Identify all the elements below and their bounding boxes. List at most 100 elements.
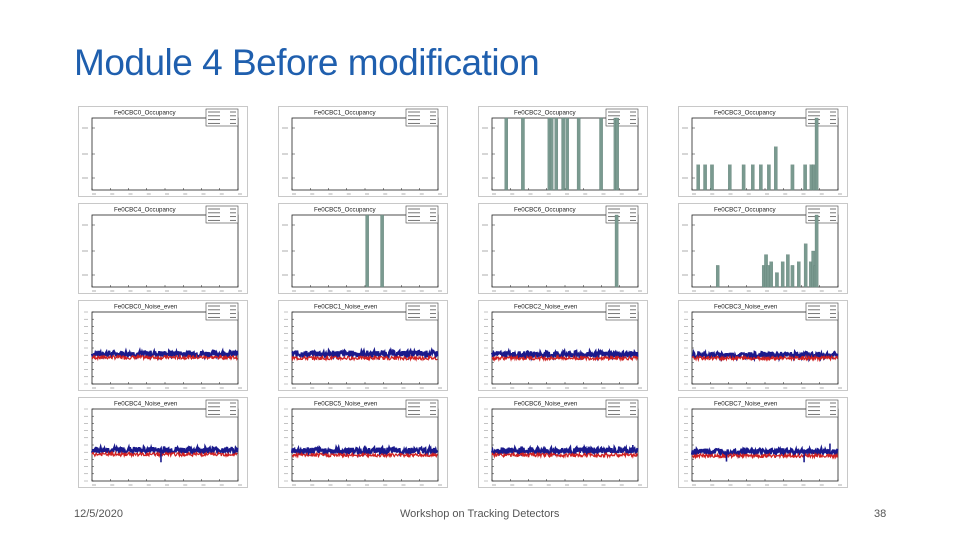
stats-box — [405, 205, 439, 224]
occupancy-bar — [780, 261, 785, 288]
occupancy-bar — [814, 117, 819, 191]
occupancy-bar — [715, 265, 720, 288]
footer-center: Workshop on Tracking Detectors — [400, 508, 560, 520]
occupancy-bar — [576, 117, 581, 191]
histogram-title: Fe0CBC1_Noise_even — [314, 304, 378, 311]
histogram-panel: Fe0CBC7_Noise_even — [678, 397, 848, 488]
stats-box — [205, 205, 239, 224]
histogram-plot: Fe0CBC1_Occupancy — [278, 106, 448, 197]
occupancy-bar — [803, 164, 807, 191]
histogram-title: Fe0CBC7_Noise_even — [714, 401, 778, 408]
histogram-panel: Fe0CBC3_Occupancy — [678, 106, 848, 197]
occupancy-bar — [814, 214, 819, 288]
stats-box — [205, 302, 239, 321]
stats-box — [805, 302, 839, 321]
noise-odd-series — [490, 443, 639, 457]
occupancy-bar — [741, 164, 746, 191]
stats-box — [805, 108, 839, 127]
occupancy-bar — [380, 214, 384, 288]
occupancy-bar — [696, 164, 700, 191]
histogram-plot: Fe0CBC6_Noise_even — [478, 397, 648, 488]
histogram-title: Fe0CBC1_Occupancy — [314, 110, 376, 117]
noise-odd-series — [90, 442, 239, 457]
histogram-panel: Fe0CBC3_Noise_even — [678, 300, 848, 391]
stats-box — [405, 302, 439, 321]
histogram-panel: Fe0CBC6_Occupancy — [478, 203, 648, 294]
stats-box — [805, 205, 839, 224]
noise-odd-series — [291, 346, 439, 361]
stats-box — [405, 108, 439, 127]
occupancy-bar — [811, 164, 816, 191]
noise-odd-series — [90, 347, 239, 361]
occupancy-bar — [790, 265, 795, 288]
noise-even-series — [91, 450, 238, 459]
noise-even-series — [491, 451, 638, 459]
histogram-title: Fe0CBC3_Occupancy — [714, 110, 776, 117]
occupancy-bar — [728, 164, 732, 191]
page-number: 38 — [874, 508, 887, 520]
histogram-plot: Fe0CBC7_Occupancy — [678, 203, 848, 294]
histogram-title: Fe0CBC3_Noise_even — [714, 304, 778, 311]
histogram-panel: Fe0CBC4_Occupancy — [78, 203, 248, 294]
histogram-panel: Fe0CBC1_Occupancy — [278, 106, 448, 197]
histogram-title: Fe0CBC2_Occupancy — [514, 110, 576, 117]
histogram-panel: Fe0CBC5_Occupancy — [278, 203, 448, 294]
histogram-plot: Fe0CBC5_Occupancy — [278, 203, 448, 294]
histogram-plot: Fe0CBC4_Occupancy — [78, 203, 248, 294]
noise-even-series — [691, 354, 839, 363]
histogram-plot: Fe0CBC3_Noise_even — [678, 300, 848, 391]
occupancy-bar — [769, 261, 773, 288]
histogram-title: Fe0CBC0_Noise_even — [114, 304, 178, 311]
stats-box — [205, 108, 239, 127]
histogram-panel: Fe0CBC0_Noise_even — [78, 300, 248, 391]
histogram-panel: Fe0CBC0_Occupancy — [78, 106, 248, 197]
occupancy-bar — [504, 117, 508, 191]
occupancy-bar — [797, 261, 801, 288]
histogram-panel: Fe0CBC7_Occupancy — [678, 203, 848, 294]
occupancy-bar — [710, 164, 714, 191]
histogram-plot: Fe0CBC5_Noise_even — [278, 397, 448, 488]
noise-even-series — [91, 353, 238, 362]
stats-box — [205, 399, 239, 418]
noise-odd-series — [690, 444, 839, 459]
occupancy-bar — [554, 117, 559, 191]
occupancy-bar — [759, 164, 763, 191]
occupancy-bar — [790, 164, 795, 191]
occupancy-bar — [767, 164, 771, 191]
histogram-title: Fe0CBC5_Noise_even — [314, 401, 378, 408]
histogram-panel: Fe0CBC2_Occupancy — [478, 106, 648, 197]
histogram-panel: Fe0CBC2_Noise_even — [478, 300, 648, 391]
histogram-plot: Fe0CBC7_Noise_even — [678, 397, 848, 488]
histogram-plot: Fe0CBC0_Noise_even — [78, 300, 248, 391]
stats-box — [605, 205, 639, 224]
occupancy-bar — [774, 146, 778, 191]
histogram-plot: Fe0CBC3_Occupancy — [678, 106, 848, 197]
noise-even-series — [491, 353, 639, 362]
histogram-title: Fe0CBC7_Occupancy — [714, 207, 776, 214]
noise-odd-series — [290, 443, 439, 458]
histogram-panel: Fe0CBC4_Noise_even — [78, 397, 248, 488]
histogram-panel: Fe0CBC5_Noise_even — [278, 397, 448, 488]
histogram-plot: Fe0CBC4_Noise_even — [78, 397, 248, 488]
occupancy-bar — [561, 117, 565, 191]
stats-box — [805, 399, 839, 418]
histogram-title: Fe0CBC4_Occupancy — [114, 207, 176, 214]
histogram-title: Fe0CBC6_Noise_even — [514, 401, 578, 408]
slide-title: Module 4 Before modification — [74, 42, 540, 83]
histogram-title: Fe0CBC0_Occupancy — [114, 110, 176, 117]
histogram-plot: Fe0CBC2_Occupancy — [478, 106, 648, 197]
stats-box — [405, 399, 439, 418]
histogram-plot: Fe0CBC2_Noise_even — [478, 300, 648, 391]
histogram-title: Fe0CBC2_Noise_even — [514, 304, 578, 311]
occupancy-bar — [803, 243, 808, 288]
histogram-panel: Fe0CBC1_Noise_even — [278, 300, 448, 391]
noise-even-series — [291, 354, 438, 362]
stats-box — [605, 108, 639, 127]
occupancy-bar — [599, 117, 603, 191]
histogram-plot: Fe0CBC1_Noise_even — [278, 300, 448, 391]
occupancy-bar — [766, 265, 771, 288]
histogram-plot: Fe0CBC6_Occupancy — [478, 203, 648, 294]
histogram-title: Fe0CBC6_Occupancy — [514, 207, 576, 214]
occupancy-bar — [521, 117, 525, 191]
stats-box — [605, 302, 639, 321]
